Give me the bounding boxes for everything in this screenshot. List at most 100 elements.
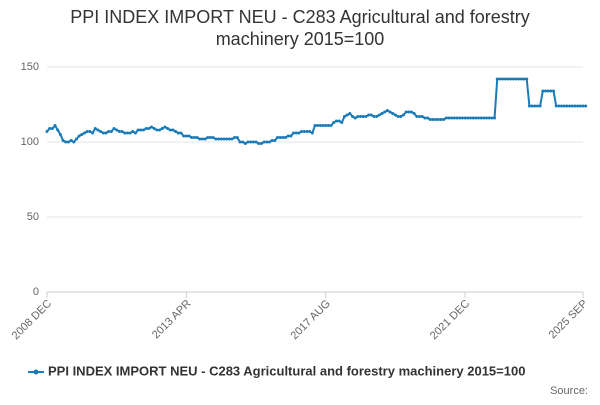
point (543, 89, 547, 93)
point (369, 113, 373, 117)
point (66, 140, 70, 144)
point (80, 133, 84, 136)
source: Source: (550, 385, 588, 397)
point (509, 77, 513, 81)
point (208, 136, 212, 139)
point (259, 142, 263, 145)
point (511, 77, 515, 81)
point (332, 121, 336, 124)
point (391, 112, 395, 115)
point (460, 116, 464, 120)
point (101, 131, 105, 135)
point (174, 130, 178, 133)
point (171, 128, 175, 132)
point (367, 113, 371, 117)
point (163, 125, 167, 129)
point (198, 137, 202, 141)
point (560, 104, 564, 108)
point (434, 118, 438, 121)
point (281, 136, 285, 139)
point (426, 116, 430, 120)
point (468, 116, 472, 120)
point (576, 104, 580, 108)
point (519, 77, 523, 81)
point (463, 116, 467, 120)
point (273, 139, 277, 142)
x-tick-label: 2008 DEC (10, 298, 54, 342)
point (415, 115, 419, 118)
point (254, 140, 258, 144)
point (200, 137, 204, 141)
point (549, 89, 553, 93)
point (495, 77, 499, 81)
point (552, 89, 556, 93)
point (225, 137, 229, 141)
point (168, 128, 172, 132)
point (471, 116, 475, 120)
point (452, 116, 456, 120)
point (340, 121, 344, 124)
point (125, 131, 129, 135)
point (356, 115, 360, 118)
x-tick-label: 2017 AUG (289, 298, 333, 342)
point (310, 131, 314, 135)
point (318, 124, 322, 127)
point (407, 110, 411, 114)
point (235, 136, 239, 139)
point (326, 124, 330, 127)
point (321, 124, 325, 127)
point (219, 137, 223, 141)
point (88, 130, 92, 133)
point (192, 136, 196, 139)
point (117, 130, 121, 133)
point (423, 116, 427, 120)
point (517, 77, 521, 81)
point (455, 116, 459, 120)
point (442, 118, 446, 121)
point (474, 116, 478, 120)
point (214, 137, 218, 141)
point (359, 115, 363, 118)
point (270, 139, 274, 142)
point (412, 112, 416, 115)
legend-label: PPI INDEX IMPORT NEU - C283 Agricultural… (48, 363, 525, 378)
point (155, 128, 159, 132)
point (211, 136, 215, 139)
point (578, 104, 582, 108)
point (230, 137, 234, 141)
point (251, 140, 255, 144)
point (409, 110, 413, 114)
point (503, 77, 507, 81)
point (498, 77, 502, 81)
point (533, 104, 537, 108)
point (58, 133, 62, 136)
point (246, 140, 250, 144)
point (329, 124, 333, 127)
point (233, 136, 237, 139)
point (257, 142, 261, 145)
point (286, 134, 290, 138)
x-tick-label: 2013 APR (150, 298, 194, 342)
point (131, 130, 135, 133)
point (557, 104, 561, 108)
point (222, 137, 226, 141)
point (444, 116, 448, 120)
point (45, 130, 49, 133)
point (501, 77, 505, 81)
point (139, 128, 143, 132)
x-tick-label: 2025 SEP (547, 298, 591, 342)
point (292, 131, 296, 135)
point (53, 124, 57, 127)
point (50, 127, 54, 130)
point (493, 116, 497, 120)
point (166, 127, 170, 130)
chart-title: PPI INDEX IMPORT NEU - C283 Agricultural… (70, 7, 530, 49)
point (238, 140, 242, 144)
point (399, 115, 403, 118)
point (48, 127, 52, 130)
point (72, 140, 76, 144)
point (345, 113, 349, 117)
point (267, 140, 271, 144)
point (324, 124, 328, 127)
